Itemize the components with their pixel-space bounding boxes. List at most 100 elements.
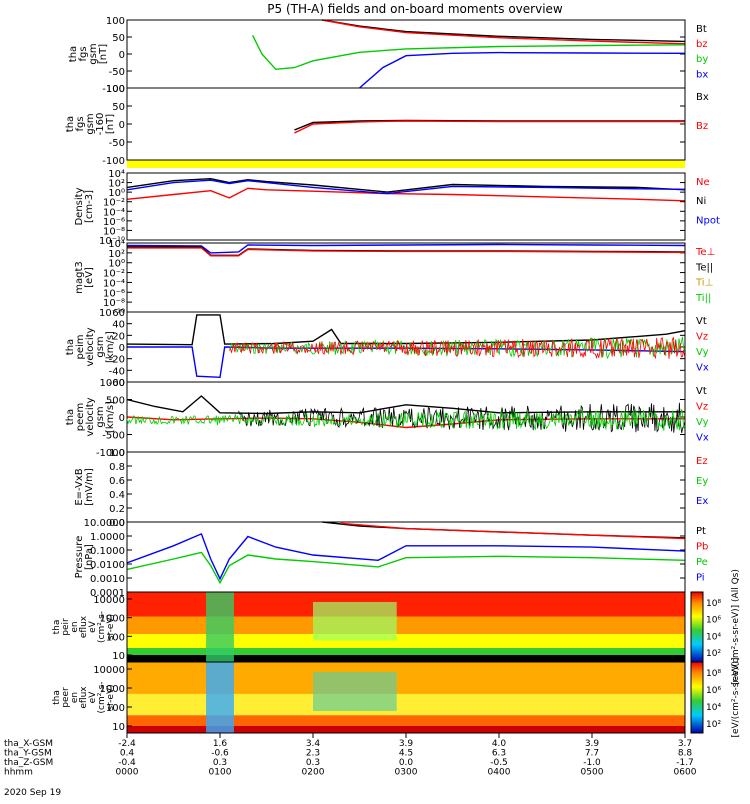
- legend-label: Npot: [696, 215, 720, 226]
- ytick-label: 10⁴: [108, 169, 125, 180]
- y-axis-label: eV: [88, 691, 98, 704]
- position-value: 8.8: [678, 749, 693, 759]
- position-value: 4.0: [492, 739, 507, 749]
- panel-1: 100 50 0 -50 -100 tha fgs gsm [nT] Bt bz by bx: [68, 16, 708, 95]
- y-axis-label: peem: [75, 403, 86, 431]
- spectrogram-feature: [206, 662, 234, 733]
- ytick-label: 10⁰: [108, 259, 125, 270]
- position-value: 0.3: [213, 758, 227, 768]
- position-value: 0000: [116, 768, 139, 778]
- position-value: 3.4: [306, 739, 321, 749]
- ytick-label: 1000: [100, 684, 125, 695]
- position-value: 0400: [488, 768, 511, 778]
- legend-label: bx: [696, 69, 708, 80]
- ytick-label: 10²: [108, 249, 125, 260]
- ytick-label: 40: [112, 320, 125, 331]
- legend-label: Pe: [696, 557, 708, 568]
- colorbar-tick: 10²: [706, 720, 721, 730]
- colorbar-tick: 10⁸: [706, 599, 721, 609]
- ytick-label: 10⁻²: [103, 269, 125, 280]
- ytick-label: -40: [109, 366, 125, 377]
- ytick-label: 10⁻⁶: [103, 217, 125, 228]
- ytick-label: 10⁻²: [103, 198, 125, 209]
- ytick-label: 10⁻⁴: [103, 278, 125, 289]
- legend-label: bz: [696, 39, 708, 50]
- spectrogram-band: [127, 715, 685, 726]
- ytick-label: 0.0: [109, 518, 125, 529]
- position-value: 0500: [581, 768, 604, 778]
- ytick-label: 0.4: [109, 490, 125, 501]
- spectrogram-band: [127, 648, 685, 655]
- position-value: -0.4: [118, 758, 136, 768]
- ytick-label: 10: [112, 722, 125, 733]
- position-value: 4.5: [399, 749, 413, 759]
- y-axis-label: tha: [52, 690, 62, 705]
- panel-frame: [126, 19, 686, 89]
- legend-label: Vt: [696, 386, 707, 397]
- position-value: 0600: [674, 768, 697, 778]
- ytick-label: 1000: [100, 378, 125, 389]
- y-axis-label: E=-VxB: [74, 468, 85, 505]
- ytick-label: -500: [102, 431, 125, 442]
- ytick-label: 100: [106, 16, 125, 27]
- noise-trace: [228, 336, 685, 360]
- ytick-label: 0.6: [109, 476, 125, 487]
- ytick-label: -50: [109, 138, 125, 149]
- y-axis-label: -160: [95, 113, 106, 136]
- y-axis-label: sr-eV): [106, 684, 116, 710]
- y-axis-label: [eV]: [84, 267, 95, 288]
- y-axis-label: gsm: [95, 406, 106, 427]
- series-Ni: [126, 177, 686, 193]
- y-axis-label: [cm-3]: [84, 190, 95, 223]
- spectrogram-band: [127, 616, 685, 634]
- y-axis-label: tha: [68, 46, 79, 62]
- position-row-label: tha_Y-GSM: [4, 749, 52, 759]
- series-Te⊥: [127, 247, 686, 257]
- legend-label: Bt: [696, 24, 707, 35]
- y-axis-label: [mV/m]: [84, 468, 95, 506]
- legend-label: Te||: [695, 262, 713, 273]
- ytick-label: -100: [102, 84, 125, 95]
- yellow-bar: [127, 160, 685, 168]
- position-value: -2.4: [118, 739, 136, 749]
- series-Ne: [126, 187, 686, 202]
- y-axis-label: magt3: [74, 261, 85, 294]
- panel-frame: [126, 172, 686, 241]
- y-axis-label: gsm: [95, 336, 106, 357]
- y-axis-label: sr-eV): [106, 614, 116, 640]
- colorbar-2: 10⁸ 10⁶ 10⁴ 10² [eV/(cm²-s-sr-eV)]: [690, 657, 741, 738]
- ytick-label: 10: [112, 651, 125, 662]
- colorbar: [690, 591, 704, 663]
- ytick-label: -50: [109, 67, 125, 78]
- ytick-label: 100: [106, 632, 125, 643]
- ytick-label: 10.0000: [84, 518, 125, 529]
- ytick-label: 50: [112, 102, 125, 113]
- y-axis-label: eV: [88, 620, 98, 633]
- position-value: 3.9: [585, 739, 600, 749]
- spectrogram-1: 10000 1000 100 10 tha peir en eflux eV (cm²-s-sr-…: [52, 591, 686, 663]
- ytick-label: 50: [112, 33, 125, 44]
- ytick-label: 0.0100: [90, 560, 125, 571]
- series-Ti⊥: [126, 243, 686, 254]
- ytick-label: -60: [109, 378, 125, 389]
- panel-frame: [126, 87, 686, 161]
- ytick-label: 10⁻⁴: [103, 207, 125, 218]
- y-axis-label: velocity: [85, 327, 96, 366]
- y-axis-label: [nT]: [98, 44, 109, 64]
- colorbar-tick: 10⁶: [706, 686, 721, 696]
- y-axis-label: en: [70, 692, 80, 703]
- y-axis-label: tha: [65, 116, 76, 132]
- ytick-label: 10000: [93, 665, 125, 676]
- position-value: -0.6: [211, 749, 229, 759]
- spectrogram-2: 10000 1000 100 10 tha peer en eflux eV (cm²-s-sr-…: [52, 661, 686, 734]
- ytick-label: 60: [112, 308, 125, 319]
- spectrogram-band: [127, 655, 685, 662]
- colorbar-label: [eV/(cm²-s-sr-eV)] (All Qs): [731, 569, 741, 685]
- legend-label: by: [696, 54, 708, 65]
- y-axis-label: [nPa]: [84, 544, 95, 570]
- ytick-label: 1.0: [109, 448, 125, 459]
